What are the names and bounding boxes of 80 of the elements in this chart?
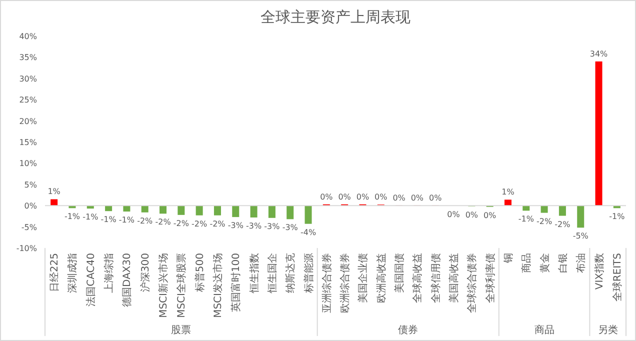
data-label: 0%: [465, 210, 478, 220]
x-tick-label: VIX指数: [593, 253, 606, 290]
x-tick-label: 白银: [556, 253, 569, 273]
x-tick-label: 商品: [520, 253, 533, 273]
x-tick-label: MSCI全球股票: [176, 253, 188, 318]
x-tick-label: 纳斯达克: [284, 253, 297, 293]
data-label: -4%: [300, 228, 316, 237]
y-tick-label: 25%: [19, 96, 38, 105]
data-label: 0%: [483, 210, 497, 220]
y-tick-label: 0%: [24, 202, 38, 211]
data-label: 0%: [410, 193, 424, 202]
data-label: -3%: [264, 222, 280, 231]
data-label: 0%: [447, 210, 460, 219]
x-tick-label: 布油: [575, 253, 588, 273]
data-label: -1%: [64, 212, 80, 222]
data-label: 34%: [590, 49, 608, 58]
text: 债券: [398, 325, 418, 336]
text: 股票: [171, 325, 192, 336]
x-tick-label: 黄金: [538, 253, 551, 273]
x-tick-label: 铜: [503, 253, 514, 264]
x-tick-label: 全球综合债券: [466, 253, 478, 313]
data-label: 0%: [320, 192, 334, 202]
text: 另类: [598, 325, 618, 336]
data-label: -2%: [192, 219, 208, 228]
y-tick-label: -10%: [16, 244, 38, 253]
data-label: 0%: [338, 192, 352, 202]
data-label: -1%: [609, 212, 626, 222]
data-label: -1%: [82, 212, 99, 222]
x-tick-label: 日经225: [48, 253, 61, 292]
data-label: -5%: [572, 232, 589, 241]
data-label: -2%: [155, 218, 172, 227]
data-label: -2%: [137, 216, 154, 226]
data-label: 1%: [502, 188, 515, 197]
x-tick-label: 法国CAC40: [84, 253, 97, 306]
data-label: -3%: [228, 221, 244, 230]
y-tick-label: 5%: [24, 180, 38, 190]
x-tick-label: 全球信用债: [430, 253, 442, 303]
data-label: -3%: [282, 223, 298, 232]
x-tick-label: 德国DAX30: [122, 253, 134, 307]
x-tick-label: 全球利率债: [484, 253, 496, 303]
data-label: 0%: [392, 193, 406, 202]
data-label: -2%: [554, 220, 571, 229]
x-tick-label: 标普能源: [302, 253, 315, 294]
y-tick-label: 15%: [19, 138, 38, 147]
x-tick-label: 欧洲综合债券: [339, 253, 352, 313]
data-label: -3%: [246, 221, 262, 230]
y-tick-label: 35%: [19, 53, 38, 62]
chart-title: 全球主要资产上周表现: [260, 8, 410, 26]
y-tick-label: -5%: [21, 222, 38, 232]
data-label: -1%: [118, 216, 135, 225]
x-tick-label: 沪深300: [139, 253, 152, 292]
x-tick-label: 全球高收益: [412, 253, 424, 303]
y-tick-label: 10%: [19, 159, 38, 168]
x-tick-label: 标普500: [194, 253, 206, 294]
data-label: -2%: [173, 218, 190, 228]
x-tick-label: MSCI发达市场: [212, 253, 224, 318]
x-tick-label: 美国企业债: [357, 253, 370, 303]
data-label: -1%: [100, 215, 117, 224]
data-label: 0%: [429, 193, 442, 202]
y-tick-label: 20%: [19, 116, 38, 126]
data-label: 0%: [374, 192, 388, 202]
x-tick-label: 亚洲综合债券: [320, 253, 333, 313]
x-tick-label: 深圳成指: [66, 253, 79, 293]
x-tick-label: MSCI新兴市场: [158, 253, 170, 318]
x-tick-label: 上海综指: [103, 253, 116, 293]
data-label: -1%: [518, 214, 534, 224]
x-tick-label: 恒生国企: [266, 253, 278, 294]
y-tick-label: 30%: [19, 74, 38, 84]
text: 商品: [534, 325, 554, 336]
x-tick-label: 恒生指数: [248, 253, 260, 294]
y-tick-label: 40%: [19, 32, 38, 41]
x-tick-label: 美国高收益: [448, 253, 460, 303]
x-tick-label: 英国富时100: [230, 253, 242, 312]
x-tick-label: 全球REITS: [611, 253, 624, 302]
x-tick-label: 美国国债: [394, 253, 406, 293]
data-label: -2%: [536, 216, 552, 226]
data-label: 0%: [356, 192, 370, 202]
data-label: -2%: [210, 219, 226, 228]
data-label: 1%: [48, 187, 61, 196]
x-tick-label: 欧洲高收益: [375, 253, 388, 303]
